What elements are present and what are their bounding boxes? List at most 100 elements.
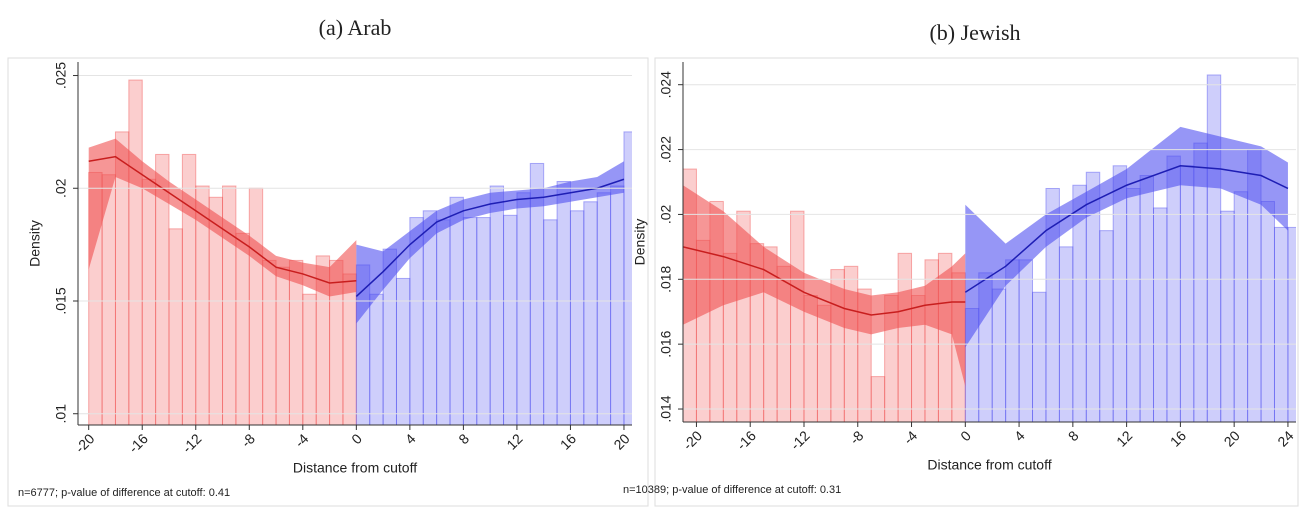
histogram-bar <box>583 201 598 425</box>
histogram-bar <box>302 293 317 425</box>
histogram-bar <box>1179 165 1195 422</box>
histogram-bar <box>1153 207 1168 422</box>
y-axis-label: Density <box>27 220 43 267</box>
x-tick-label: 8 <box>455 430 472 447</box>
histogram-bar <box>596 192 612 425</box>
histogram-bar <box>516 192 531 425</box>
histogram-bar <box>114 131 130 425</box>
histogram-bar <box>436 219 451 425</box>
fit-line <box>964 165 1289 293</box>
y-tick-label: .022 <box>658 136 674 163</box>
histogram-bar <box>610 185 625 425</box>
y-axis-label: Density <box>632 219 648 266</box>
plot-area <box>88 79 632 425</box>
histogram-bar <box>449 196 464 425</box>
fit-line <box>683 246 966 316</box>
histogram-bar <box>556 180 571 425</box>
histogram-bar <box>1058 246 1074 422</box>
histogram-bar <box>262 259 277 425</box>
x-axis-label: Distance from cutoff <box>927 457 1051 473</box>
histogram-bar <box>195 185 210 425</box>
histogram-bar <box>409 217 424 425</box>
y-tick-label: .018 <box>658 265 674 292</box>
x-tick-label: 12 <box>503 430 525 452</box>
x-tick-label: -16 <box>125 430 151 456</box>
x-axis-label: Distance from cutoff <box>293 460 417 476</box>
panel-frame <box>7 57 649 507</box>
histogram-bar <box>476 217 491 425</box>
histogram-bar <box>181 153 197 425</box>
histogram-bar <box>1220 210 1235 422</box>
y-tick-label: .01 <box>53 404 69 424</box>
y-tick-label: .024 <box>658 71 674 98</box>
histogram-bar <box>897 252 913 422</box>
histogram-bar <box>342 273 357 425</box>
histogram-bar <box>623 131 632 425</box>
y-tick-label: .014 <box>658 395 674 422</box>
histogram-bar <box>790 210 805 422</box>
y-tick-label: .025 <box>53 62 69 89</box>
x-tick-label: 16 <box>1167 427 1189 449</box>
histogram-bar <box>222 185 237 425</box>
histogram-bar <box>569 210 585 425</box>
confidence-band <box>88 138 357 297</box>
y-tick-label: .016 <box>658 330 674 357</box>
histogram-bar <box>489 185 505 425</box>
confidence-band <box>965 126 1288 348</box>
x-tick-label: 20 <box>610 430 632 452</box>
histogram-bar <box>288 259 304 425</box>
x-tick-label: 16 <box>557 430 579 452</box>
histogram-bar <box>275 266 290 425</box>
x-tick-label: -12 <box>179 430 205 456</box>
x-tick-label: 20 <box>1221 427 1243 449</box>
histogram-bar <box>248 187 264 425</box>
y-tick-label: .015 <box>53 287 69 314</box>
histogram-bar <box>1273 226 1289 422</box>
histogram-bar <box>1045 187 1060 422</box>
confidence-band <box>683 185 966 387</box>
panel-frame <box>654 57 1299 507</box>
histogram-bar <box>1139 175 1155 422</box>
histogram-bar <box>128 79 143 425</box>
histogram-bar <box>1085 171 1101 422</box>
note: n=10389; p-value of difference at cutoff… <box>623 484 841 496</box>
histogram-bar <box>1233 191 1249 422</box>
histogram-bar <box>168 228 183 425</box>
histogram-bar <box>1112 165 1128 422</box>
x-tick-label: -12 <box>787 427 813 453</box>
x-tick-label: -20 <box>680 427 706 453</box>
histogram-bar <box>529 162 545 425</box>
histogram-bar <box>1072 184 1087 422</box>
x-tick-label: 24 <box>1274 427 1296 449</box>
fit-line <box>355 178 625 298</box>
y-tick-label: .02 <box>53 178 69 198</box>
fit-line <box>88 155 357 284</box>
plot-area <box>683 74 1296 422</box>
histogram-bar <box>503 214 518 425</box>
histogram-bar <box>1206 74 1222 422</box>
panel-title: (b) Jewish <box>929 20 1020 45</box>
x-tick-label: 12 <box>1113 427 1135 449</box>
histogram-bar <box>395 277 411 425</box>
x-tick-label: 4 <box>402 430 419 447</box>
note: n=6777; p-value of difference at cutoff:… <box>18 487 230 499</box>
x-tick-label: 0 <box>957 427 974 444</box>
histogram-bar <box>870 376 886 422</box>
x-tick-label: -8 <box>846 427 866 447</box>
histogram-bar <box>141 178 157 425</box>
x-tick-label: 0 <box>348 430 365 447</box>
histogram-bar <box>1099 230 1114 422</box>
histogram-bar <box>155 153 170 425</box>
y-tick-label: .02 <box>658 204 674 224</box>
histogram-bar <box>543 219 558 425</box>
histogram-bar <box>1032 291 1047 422</box>
histogram-bar <box>1260 200 1275 422</box>
x-tick-label: -20 <box>72 430 98 456</box>
histogram-bar <box>1018 259 1034 422</box>
x-tick-label: -16 <box>733 427 759 453</box>
histogram-bar <box>991 288 1007 422</box>
histogram-bar <box>208 196 224 425</box>
histogram-bar <box>1287 226 1296 422</box>
panel-title: (a) Arab <box>319 15 392 40</box>
histogram-bar <box>1126 187 1141 422</box>
